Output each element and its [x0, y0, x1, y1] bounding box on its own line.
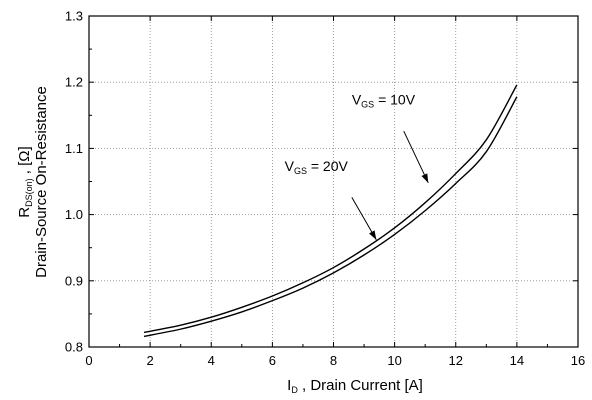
series-line-vgs-20v: [143, 96, 518, 338]
x-axis-title: ID , Drain Current [A]: [287, 377, 423, 395]
annotation-arrowhead: [421, 173, 429, 183]
x-tick-label: 4: [208, 353, 215, 368]
series-line-vgs-10v: [143, 84, 518, 334]
annotation-rest: = 10V: [374, 92, 416, 108]
y-tick-label: 1.0: [65, 207, 83, 222]
annotation-label-1: VGS = 20V: [285, 158, 349, 176]
annotation-label-0: VGS = 10V: [352, 92, 416, 110]
y-tick-label: 1.3: [65, 9, 83, 24]
annotation-sub: GS: [294, 166, 307, 176]
y-axis-title-line1: RDS(on) , [Ω]: [16, 146, 34, 217]
series-lines: [143, 84, 518, 338]
x-axis-title-rest: , Drain Current [A]: [298, 377, 423, 394]
x-axis-title-sub: D: [291, 385, 298, 395]
x-tick-label: 2: [147, 353, 154, 368]
annotation-rest: = 20V: [307, 158, 349, 174]
x-tick-label: 0: [85, 353, 92, 368]
y-axis-title-rest: , [Ω]: [16, 146, 33, 178]
y-axis-ticks: 0.8 0.9 1.0 1.1 1.2 1.3: [65, 9, 578, 355]
y-tick-label: 0.9: [65, 273, 83, 288]
y-axis-title-sub: DS(on): [24, 178, 34, 207]
y-axis-title-line2: Drain-Source On-Resistance: [33, 86, 50, 278]
x-tick-label: 8: [330, 353, 337, 368]
x-axis-ticks: 0 2 4 6 8 10 12 14 16: [85, 16, 585, 368]
x-tick-label: 10: [387, 353, 401, 368]
y-tick-label: 1.1: [65, 141, 83, 156]
x-axis-title-main: I: [287, 377, 291, 394]
y-tick-label: 1.2: [65, 75, 83, 90]
x-tick-label: 6: [269, 353, 276, 368]
y-tick-label: 0.8: [65, 340, 83, 355]
annotation-sub: GS: [361, 100, 374, 110]
annotation-arrow-line: [403, 130, 429, 184]
x-tick-label: 16: [571, 353, 585, 368]
x-tick-label: 12: [449, 353, 463, 368]
y-axis-title-main: R: [16, 207, 33, 218]
annotation-main: V: [352, 92, 362, 108]
x-tick-label: 14: [510, 353, 524, 368]
annotation-arrowhead: [369, 230, 377, 240]
grid: [89, 16, 578, 347]
annotation-main: V: [285, 158, 295, 174]
